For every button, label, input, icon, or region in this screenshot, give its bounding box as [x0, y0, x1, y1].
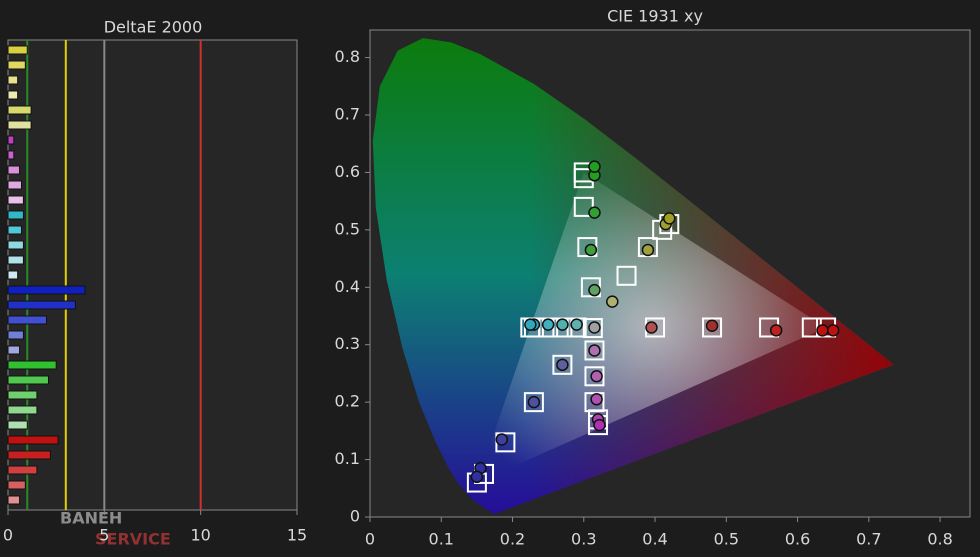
- bar: [7, 210, 24, 220]
- measured-point: [645, 321, 658, 334]
- measured-point: [584, 243, 598, 257]
- x-tick-label: 10: [190, 526, 210, 545]
- bar: [7, 465, 38, 475]
- bar: [7, 285, 86, 295]
- bar: [7, 300, 76, 310]
- target-marker: [523, 392, 544, 413]
- bar: [7, 435, 59, 445]
- measured-point: [527, 395, 541, 409]
- x-tick-label: 0.4: [642, 530, 667, 549]
- bar: [7, 480, 26, 490]
- target-marker: [584, 340, 605, 361]
- bar: [7, 405, 38, 415]
- measured-point: [816, 324, 829, 337]
- x-tick-label: 5: [99, 526, 109, 545]
- y-tick-label: 0.4: [335, 277, 360, 296]
- x-tick-label: 0.5: [714, 530, 739, 549]
- x-tick-label: 0.8: [927, 530, 952, 549]
- measured-point: [593, 418, 606, 432]
- measured-point: [826, 324, 840, 337]
- bar: [7, 420, 28, 430]
- bar: [7, 45, 28, 55]
- measured-point: [588, 283, 601, 297]
- target-marker: [702, 317, 723, 338]
- measured-point: [570, 318, 583, 331]
- bar: [7, 345, 21, 355]
- target-marker: [582, 318, 603, 339]
- measured-point: [641, 243, 655, 257]
- chart-title: DeltaE 2000: [104, 18, 203, 37]
- measured-point: [663, 212, 676, 225]
- bar: [7, 150, 15, 160]
- y-tick-label: 0: [350, 507, 360, 526]
- measured-point: [588, 344, 601, 357]
- bar: [7, 135, 15, 145]
- x-tick-label: 15: [287, 526, 307, 545]
- chart-title: CIE 1931 xy: [607, 7, 703, 26]
- bar: [7, 105, 32, 115]
- y-tick-label: 0.3: [335, 334, 360, 353]
- bar: [7, 195, 24, 205]
- x-tick-label: 0.3: [571, 530, 596, 549]
- bar: [7, 375, 49, 385]
- bar: [7, 495, 21, 505]
- bar: [7, 315, 48, 325]
- watermark: SERVICE: [95, 530, 171, 549]
- x-tick-label: 0.2: [500, 530, 525, 549]
- x-tick-label: 0: [3, 526, 13, 545]
- measured-point: [705, 319, 719, 333]
- bar: [7, 240, 24, 250]
- x-tick-label: 0: [365, 530, 375, 549]
- measured-point: [556, 358, 569, 372]
- y-tick-label: 0.2: [335, 392, 360, 411]
- bar: [7, 255, 24, 265]
- target-marker: [584, 366, 605, 387]
- bar: [7, 270, 19, 280]
- bar: [7, 60, 26, 70]
- bar: [7, 330, 24, 340]
- measured-point: [541, 318, 555, 331]
- watermark: BANEH: [60, 509, 122, 528]
- bar: [7, 225, 22, 235]
- bar: [7, 165, 21, 175]
- gamut: [372, 38, 894, 515]
- x-tick-label: 0.7: [856, 530, 881, 549]
- measured-point: [470, 470, 484, 484]
- measured-point: [590, 393, 603, 406]
- bar: [7, 120, 32, 130]
- plot-area: [7, 39, 298, 511]
- bar: [7, 390, 38, 400]
- y-tick-label: 0.1: [335, 449, 360, 468]
- y-tick-label: 0.7: [335, 104, 360, 123]
- y-tick-label: 0.8: [335, 47, 360, 66]
- measured-point: [588, 160, 601, 173]
- measured-point: [590, 370, 603, 383]
- x-tick-label: 0.1: [429, 530, 454, 549]
- bar: [7, 360, 57, 370]
- y-tick-label: 0.6: [335, 162, 360, 181]
- bar: [7, 180, 22, 190]
- target-marker: [552, 354, 573, 375]
- bar: [7, 90, 19, 100]
- bar: [7, 75, 19, 85]
- measured-point: [769, 324, 783, 337]
- measured-point: [556, 318, 569, 331]
- measured-point: [524, 318, 537, 331]
- measured-point: [495, 433, 509, 446]
- measured-point: [588, 321, 601, 334]
- bar: [7, 450, 51, 460]
- measured-point: [588, 206, 601, 219]
- x-tick-label: 0.6: [785, 530, 810, 549]
- measured-point: [606, 295, 619, 308]
- target-marker: [616, 265, 637, 286]
- y-tick-label: 0.5: [335, 219, 360, 238]
